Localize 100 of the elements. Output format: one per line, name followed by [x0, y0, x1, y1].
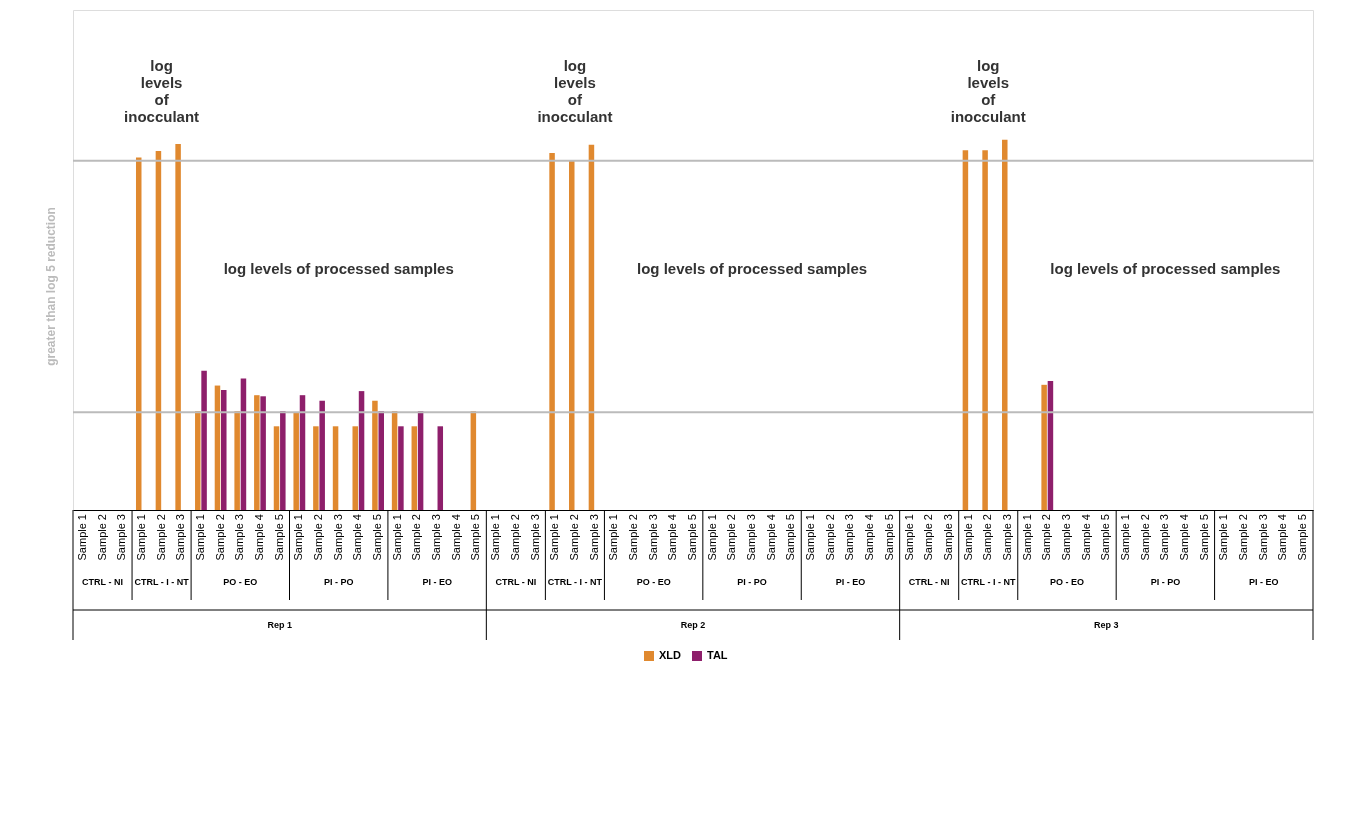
x-tick-label: Sample 5	[1099, 514, 1112, 561]
x-tick-label: Sample 2	[567, 514, 580, 561]
x-tick-label: Sample 2	[1237, 514, 1250, 561]
x-tick-label: Sample 1	[607, 514, 620, 561]
bar	[1002, 139, 1008, 510]
bar	[293, 412, 299, 510]
x-tick-label: Sample 5	[371, 514, 384, 561]
x-tick-label: Sample 1	[292, 514, 305, 561]
bar	[221, 390, 227, 510]
text: log levels of inocculant	[950, 56, 1026, 125]
x-tick-label: Sample 3	[646, 514, 659, 561]
bar	[378, 411, 384, 510]
text: PI - PO	[737, 577, 767, 587]
x-tick-label: Sample 3	[174, 514, 187, 561]
x-tick-label: Sample 4	[863, 514, 876, 561]
x-tick-label: Sample 2	[922, 514, 935, 561]
bar	[962, 150, 969, 510]
annotation: log levels of processed samples	[223, 260, 454, 278]
x-tick-label: Sample 1	[489, 514, 502, 561]
x-tick-label: Sample 5	[784, 514, 797, 561]
bar	[549, 152, 555, 510]
text: PI - EO	[1249, 577, 1279, 587]
bar	[280, 411, 286, 510]
text: PO - EO	[636, 577, 671, 587]
legend-label: TAL	[707, 649, 728, 661]
bar	[195, 411, 201, 510]
text: PO - EO	[223, 577, 258, 587]
bar	[372, 400, 378, 510]
bar	[313, 426, 319, 510]
x-tick-label: Sample 5	[1197, 514, 1210, 561]
text: Rep 2	[680, 620, 706, 630]
x-tick-label: Sample 1	[1119, 514, 1132, 561]
x-tick-label: Sample 4	[252, 514, 265, 561]
x-tick-label: Sample 4	[449, 514, 462, 561]
x-tick-label: Sample 3	[233, 514, 246, 561]
x-tick-label: Sample 3	[587, 514, 600, 561]
x-tick-label: Sample 1	[134, 514, 147, 561]
text: log levels of inocculant	[537, 56, 613, 125]
x-tick-label: Sample 2	[154, 514, 167, 561]
x-tick-label: Sample 1	[961, 514, 974, 561]
x-tick-label: Sample 5	[1296, 514, 1309, 561]
x-tick-label: Sample 2	[725, 514, 738, 561]
bar	[398, 426, 404, 510]
x-tick-label: Sample 5	[686, 514, 698, 561]
x-tick-label: Sample 2	[626, 514, 639, 561]
x-tick-label: Sample 4	[1178, 514, 1191, 561]
x-tick-label: Sample 3	[430, 514, 443, 561]
x-tick-label: Sample 3	[528, 514, 541, 561]
text: CTRL - I - NT	[547, 577, 603, 587]
x-tick-label: Sample 3	[1256, 514, 1269, 561]
x-tick-label: Sample 2	[508, 514, 521, 561]
bar	[201, 370, 207, 510]
bar	[411, 426, 418, 510]
x-tick-label: Sample 2	[1138, 514, 1151, 561]
text: CTRL - I - NT	[134, 577, 190, 587]
bar	[588, 144, 595, 510]
x-tick-label: Sample 1	[75, 514, 88, 561]
x-tick-label: Sample 1	[804, 514, 817, 561]
x-tick-label: Sample 2	[213, 514, 226, 561]
text: greater than log 5 reduction	[44, 207, 58, 366]
x-tick-label: Sample 3	[1000, 514, 1013, 561]
x-tick-label: Sample 2	[312, 514, 325, 561]
text: PI - EO	[422, 577, 452, 587]
x-tick-label: Sample 2	[823, 514, 836, 561]
bar	[135, 157, 142, 510]
bar	[234, 411, 240, 510]
bar	[437, 426, 444, 510]
x-tick-label: Sample 3	[1158, 514, 1171, 561]
text: Rep 3	[1094, 620, 1119, 630]
x-tick-label: Sample 1	[705, 514, 718, 561]
text: CTRL - NI	[82, 577, 123, 587]
text: PI - PO	[323, 577, 354, 587]
x-tick-label: Sample 4	[1276, 514, 1289, 561]
text: PI - EO	[835, 577, 866, 587]
bar	[155, 151, 162, 510]
bar	[273, 426, 280, 510]
text: CTRL - NI	[908, 577, 950, 587]
x-tick-label: Sample 1	[1020, 514, 1033, 561]
x-tick-label: Sample 1	[548, 514, 561, 561]
bar	[1041, 384, 1047, 510]
x-tick-label: Sample 2	[1040, 514, 1053, 561]
x-tick-label: Sample 4	[1079, 514, 1092, 561]
annotation: log levels of processed samples	[636, 260, 868, 278]
bar	[260, 396, 266, 510]
x-tick-label: Sample 2	[410, 514, 423, 561]
bar	[175, 144, 181, 510]
x-tick-label: Sample 1	[193, 514, 206, 561]
x-tick-label: Sample 4	[764, 514, 777, 561]
x-tick-label: Sample 1	[902, 514, 915, 561]
x-tick-label: Sample 4	[666, 514, 679, 561]
bar	[569, 160, 575, 510]
x-tick-label: Sample 3	[941, 514, 954, 561]
bar	[254, 395, 260, 510]
bar	[319, 400, 325, 510]
x-tick-label: Sample 4	[351, 514, 364, 561]
bar	[982, 150, 988, 510]
text: log levels of inocculant	[124, 56, 200, 125]
x-tick-label: Sample 3	[331, 514, 344, 561]
x-tick-label: Sample 3	[745, 514, 758, 561]
x-tick-label: Sample 2	[95, 514, 108, 561]
